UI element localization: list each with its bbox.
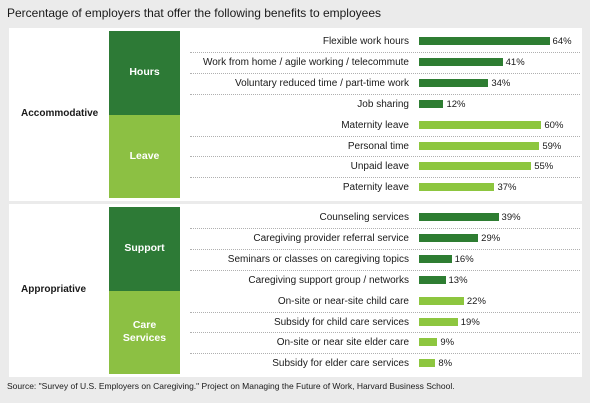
row-separator <box>190 269 580 271</box>
row-separator <box>190 135 580 137</box>
bar-value-label: 16% <box>454 253 474 265</box>
bar-value-label: 12% <box>446 98 466 110</box>
bar-label: Unpaid leave <box>350 161 409 173</box>
bar-label: Job sharing <box>357 98 409 110</box>
bar <box>419 296 464 305</box>
bar-value-label: 64% <box>552 36 572 47</box>
bar-value-label: 39% <box>501 212 521 223</box>
bar-label: Paternity leave <box>342 182 409 194</box>
bar <box>419 120 542 129</box>
bar-label: Subsidy for elder care services <box>272 358 409 370</box>
group-label-accommodative: Accommodative <box>21 107 99 119</box>
bar-value-label: 41% <box>505 56 525 68</box>
row-separator <box>190 332 580 334</box>
source-note: Source: "Survey of U.S. Employers on Car… <box>7 381 455 391</box>
row-separator <box>190 93 580 95</box>
row-separator <box>190 72 580 74</box>
group-label-appropriative: Appropriative <box>21 283 87 295</box>
bar <box>419 275 446 284</box>
bar <box>419 233 479 242</box>
bar-value-label: 22% <box>466 295 486 307</box>
bar-label: Flexible work hours <box>322 36 409 47</box>
bar-value-label: 19% <box>460 316 480 328</box>
row-separator <box>190 227 580 229</box>
category-box-care-services: Care Services <box>109 290 180 375</box>
row-separator <box>190 353 580 355</box>
bar-label: On-site or near site elder care <box>276 337 409 349</box>
bar <box>419 78 489 87</box>
bar-label: Caregiving provider referral service <box>253 232 409 244</box>
row-separator <box>190 248 580 250</box>
bar-label: Seminars or classes on caregiving topics <box>227 253 409 265</box>
bar <box>419 254 452 263</box>
row-separator <box>190 156 580 158</box>
bar <box>419 359 436 368</box>
panel-accommodative <box>9 28 582 202</box>
bar-value-label: 55% <box>534 161 554 173</box>
bar-value-label: 59% <box>542 140 562 152</box>
bar-label: Subsidy for child care services <box>273 316 409 328</box>
bar-label: Maternity leave <box>341 119 409 131</box>
bar <box>419 141 540 150</box>
category-box-leave: Leave <box>109 114 180 199</box>
bar-label: Counseling services <box>319 212 410 223</box>
bar-label: Caregiving support group / networks <box>248 274 409 286</box>
bar-label: Personal time <box>347 140 409 152</box>
bar <box>419 57 503 66</box>
bar-value-label: 37% <box>497 182 517 194</box>
bar <box>419 99 444 108</box>
bar <box>419 213 499 221</box>
bar-value-label: 13% <box>448 274 468 286</box>
row-separator <box>190 177 580 179</box>
bar-value-label: 29% <box>481 232 501 244</box>
bar <box>419 338 438 347</box>
bar <box>419 317 458 326</box>
bar-value-label: 60% <box>544 119 564 131</box>
bar <box>419 183 495 192</box>
bar <box>419 37 550 45</box>
chart-title: Percentage of employers that offer the f… <box>7 6 381 20</box>
bar-value-label: 34% <box>491 77 511 89</box>
bar-label: Work from home / agile working / telecom… <box>202 56 409 68</box>
panel-appropriative <box>9 204 582 378</box>
category-box-hours: Hours <box>109 31 180 115</box>
bar-label: Voluntary reduced time / part-time work <box>235 77 409 89</box>
bar-value-label: 8% <box>438 358 453 370</box>
bar-value-label: 9% <box>440 337 455 349</box>
bar <box>419 162 532 171</box>
row-separator <box>190 51 580 53</box>
bar-label: On-site or near-site child care <box>277 295 409 307</box>
row-separator <box>190 311 580 313</box>
category-box-support: Support <box>109 207 180 291</box>
